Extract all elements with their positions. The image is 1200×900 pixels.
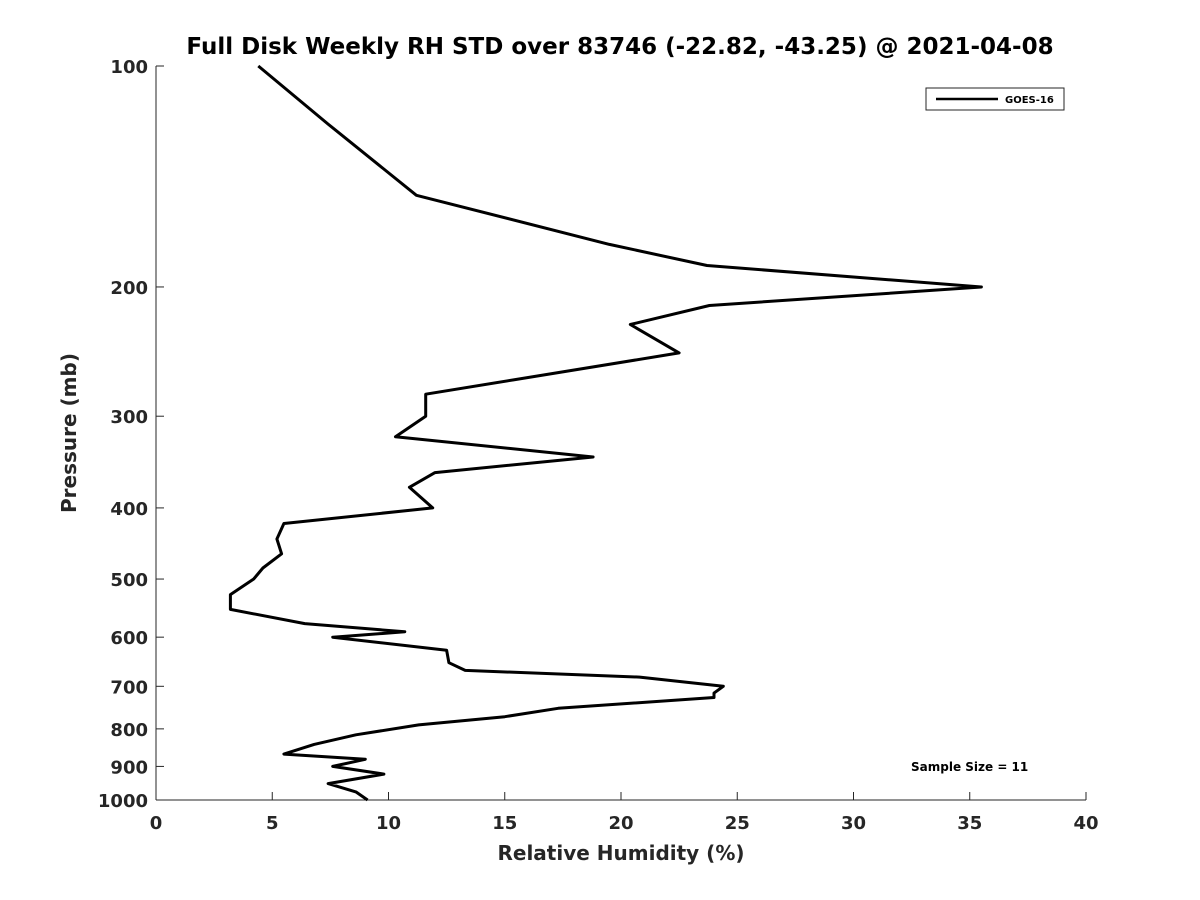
legend: GOES-16 <box>925 87 1065 111</box>
x-tick-label: 5 <box>266 813 279 834</box>
x-tick-label: 20 <box>608 813 633 834</box>
legend-label-goes-16: GOES-16 <box>1005 95 1054 106</box>
y-ticks: 100 200 300 400 500 600 700 800 900 1000 <box>98 57 164 812</box>
y-tick-label: 300 <box>110 407 148 428</box>
y-tick-label: 700 <box>110 677 148 698</box>
x-tick-label: 25 <box>725 813 750 834</box>
y-tick-label: 400 <box>110 499 148 520</box>
x-tick-label: 15 <box>492 813 517 834</box>
y-tick-label: 800 <box>110 720 148 741</box>
x-ticks: 0 5 10 15 20 25 30 35 40 <box>150 792 1099 834</box>
y-tick-label: 100 <box>110 57 148 78</box>
y-tick-label: 500 <box>110 570 148 591</box>
x-tick-label: 10 <box>376 813 401 834</box>
sample-size-annotation: Sample Size = 11 <box>911 760 1028 774</box>
plot-area <box>155 66 1086 801</box>
series-layer <box>228 64 983 802</box>
y-tick-label: 600 <box>110 628 148 649</box>
x-tick-label: 40 <box>1073 813 1098 834</box>
x-tick-label: 0 <box>150 813 163 834</box>
y-tick-label: 1000 <box>98 791 148 812</box>
y-tick-label: 900 <box>110 757 148 778</box>
y-axis-label: Pressure (mb) <box>57 353 81 513</box>
y-tick-label: 200 <box>110 278 148 299</box>
x-axis-label: Relative Humidity (%) <box>497 841 744 865</box>
x-tick-label: 30 <box>841 813 866 834</box>
series-line-goes-16 <box>228 64 983 802</box>
x-tick-label: 35 <box>957 813 982 834</box>
chart-title: Full Disk Weekly RH STD over 83746 (-22.… <box>186 34 1053 60</box>
